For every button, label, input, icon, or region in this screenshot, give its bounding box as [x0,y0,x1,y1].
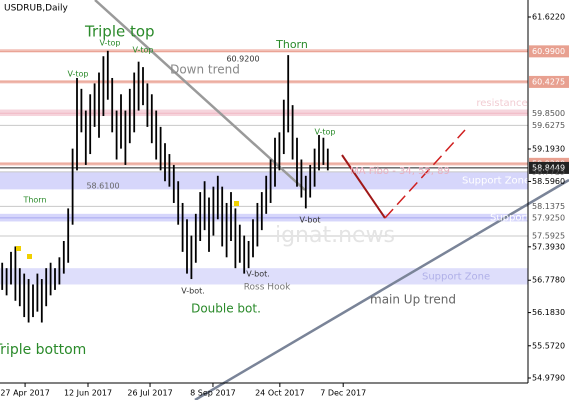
annotation: V-bot. [246,270,270,279]
y-tick-label: 55.5720 [532,341,565,350]
x-tick-label: 27 Apr 2017 [0,389,49,398]
annotations: Support Zone Support Support Zone Triple to… [0,23,530,359]
annotation: main Up trend [370,293,456,307]
annotation: Ross Hook [244,283,291,293]
annotation: MA Fibo - 34, 55, 89 [350,166,450,177]
y-tick-label: 56.7780 [532,276,565,285]
level-box [529,75,569,88]
annotation: Triple top [84,23,155,41]
marker [27,254,32,259]
annotation: resistance [476,98,527,109]
annotation: V-bot. [181,287,205,296]
zone-label: Support Zone [422,271,490,282]
y-tick-label: 56.1830 [532,308,565,317]
level-label: 57.5925 [532,231,565,240]
projection-up [384,129,466,219]
x-tick-label: 12 Jun 2017 [64,389,112,398]
x-tick-label: 7 Dec 2017 [320,389,366,398]
x-tick-label: 24 Oct 2017 [255,389,304,398]
annotation: V-top [100,39,121,48]
down-trend-line [94,0,306,191]
zone-label: Support [490,213,530,224]
annotation: ignat.news [275,223,395,248]
zone-label: Support Zone [462,175,530,186]
x-tick-label: 8 Sep 2017 [190,389,236,398]
level-label: 58.7725 [532,167,565,176]
zone [0,49,528,53]
annotation: V-top [68,70,89,79]
level-label: 60.4275 [532,77,565,86]
x-tick-label: 26 Jul 2017 [127,389,172,398]
y-tick-label: 54.9790 [532,374,565,383]
annotation: V-top [133,46,154,55]
level-label: 58.1375 [532,202,565,211]
marker [234,201,239,206]
annotation: Double bot. [191,302,261,316]
marker [16,246,21,251]
annotation: Thorn [275,38,308,51]
bars [1,50,329,323]
y-tick-label: 61.6220 [532,13,565,22]
level-label: 57.9250 [532,213,565,222]
up-trend-line [194,178,569,400]
projection-down [341,154,386,219]
annotation: 60.9200 [226,55,259,64]
level-label: 59.6275 [532,121,565,130]
level-box [529,161,569,174]
annotation: Triple bottom [0,342,86,358]
annotation: V-bot [300,216,321,225]
chart-title: USDRUB,Daily [4,4,69,14]
annotation: Thorn [22,196,46,205]
annotation: V-top [315,128,336,137]
y-tick-label: 57.3930 [532,242,565,251]
zone [0,109,528,117]
level-label: 58.8449 [532,163,565,172]
axis-labels: 60.990060.427559.850059.627558.920058.84… [0,13,569,398]
annotation: 58.6100 [86,182,119,191]
levels [0,50,528,237]
y-tick-label: 58.5960 [532,177,565,186]
y-tick-label: 59.1930 [532,145,565,154]
annotation: Down trend [170,63,240,77]
level-box [529,45,569,58]
zone [0,171,528,190]
level-label: 60.9900 [532,47,565,56]
level-label: 59.8500 [532,109,565,118]
